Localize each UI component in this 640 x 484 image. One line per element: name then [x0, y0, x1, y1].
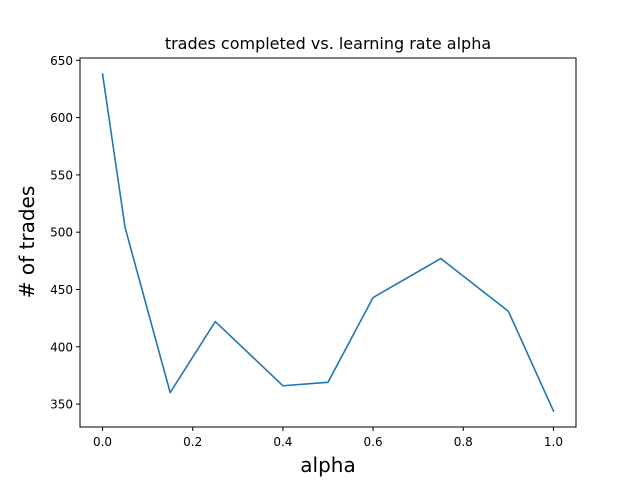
x-axis-ticks: 0.0 0.2 0.4 0.6 0.8 1.0: [93, 427, 563, 449]
x-tick-label: 1.0: [544, 435, 563, 449]
y-tick-label: 350: [50, 398, 73, 412]
x-tick-label: 0.4: [273, 435, 292, 449]
series-line: [103, 74, 554, 411]
x-axis-label: alpha: [300, 453, 355, 477]
y-tick-label: 650: [50, 54, 73, 68]
x-tick-label: 0.0: [93, 435, 112, 449]
x-tick-label: 0.6: [364, 435, 383, 449]
y-tick-label: 600: [50, 111, 73, 125]
y-axis-label: # of trades: [15, 186, 39, 299]
plot-frame: [80, 58, 576, 427]
y-axis-ticks: 350 400 450 500 550 600 650: [50, 54, 80, 412]
y-tick-label: 450: [50, 283, 73, 297]
y-tick-label: 550: [50, 168, 73, 182]
plot-area: [103, 74, 554, 411]
x-tick-label: 0.8: [454, 435, 473, 449]
y-tick-label: 400: [50, 340, 73, 354]
y-tick-label: 500: [50, 226, 73, 240]
chart-title: trades completed vs. learning rate alpha: [165, 34, 491, 53]
x-tick-label: 0.2: [183, 435, 202, 449]
